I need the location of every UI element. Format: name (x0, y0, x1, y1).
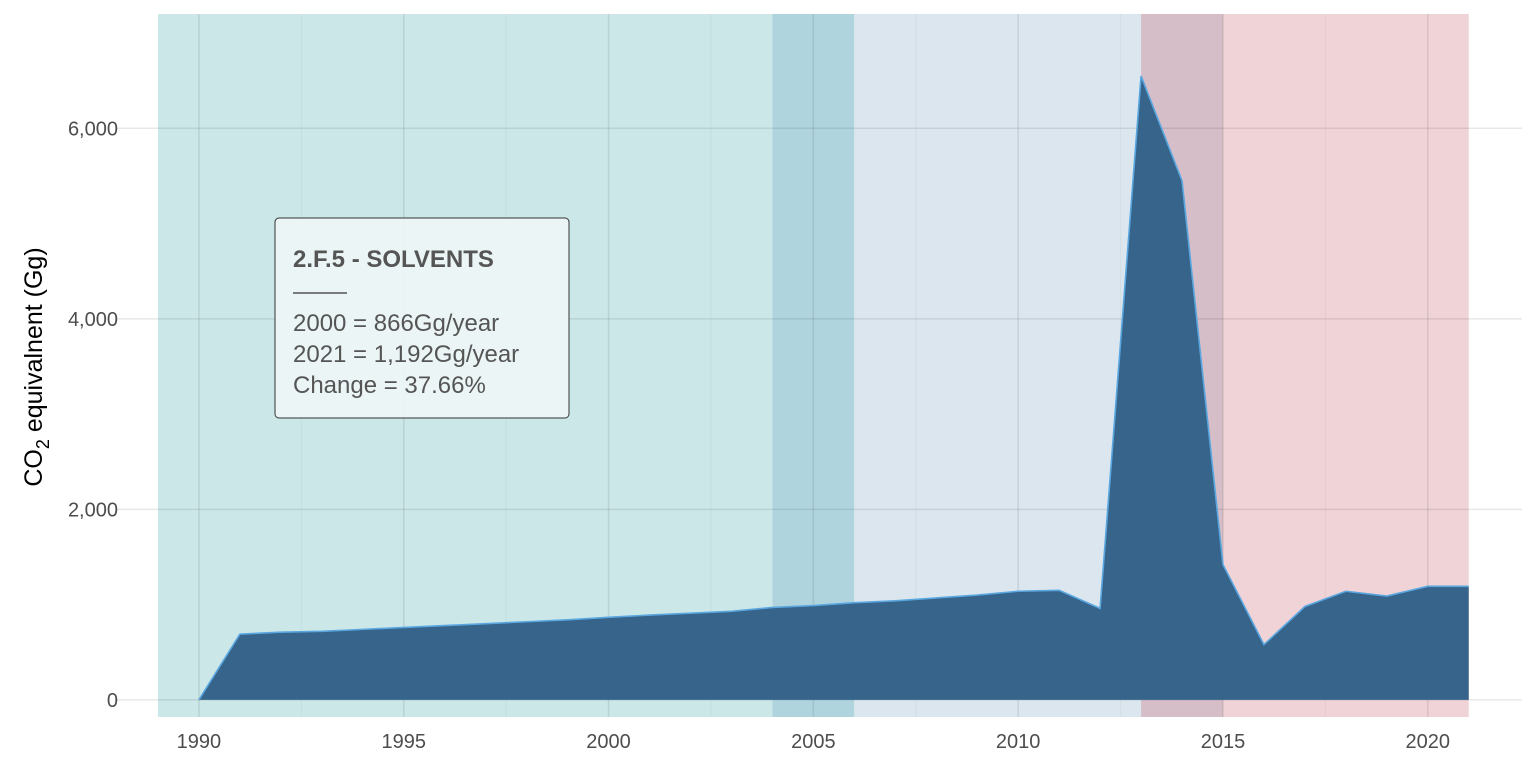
series (198, 75, 1469, 701)
y-axis-label-subscript: 2 (33, 439, 53, 449)
x-tick-label-2015: 2015 (1201, 731, 1246, 753)
area-fill (198, 75, 1469, 700)
area-line (198, 75, 1469, 701)
y-axis-label: CO2 equivalnent (Gg) (20, 247, 53, 486)
y-axis-label-rest: equivalnent (Gg) (20, 247, 48, 439)
x-tick-label-2010: 2010 (996, 731, 1041, 753)
y-tick-label-0: 0 (107, 690, 118, 712)
x-tick-label-2005: 2005 (791, 731, 836, 753)
y-tick-label-4000: 4,000 (68, 309, 118, 331)
x-tick-label-2000: 2000 (586, 731, 631, 753)
annotation-line-2021: 2021 = 1,192Gg/year (293, 341, 519, 368)
annotation-title: 2.F.5 - SOLVENTS (293, 246, 494, 273)
y-axis: 0 2,000 4,000 6,000 (68, 118, 118, 712)
y-tick-label-6000: 6,000 (68, 118, 118, 140)
background-band-1 (772, 14, 855, 717)
x-tick-label-1990: 1990 (177, 731, 222, 753)
y-axis-label-main: CO (20, 449, 48, 487)
annotation-background (274, 217, 570, 419)
annotation-line-change: Change = 37.66% (293, 372, 486, 399)
x-axis: 1990 1995 2000 2005 2010 2015 2020 (177, 731, 1450, 753)
x-tick-label-2020: 2020 (1406, 731, 1451, 753)
annotation-line-2000: 2000 = 866Gg/year (293, 310, 499, 337)
y-tick-label-2000: 2,000 (68, 499, 118, 521)
annotation-box: 2.F.5 - SOLVENTS 2000 = 866Gg/year 2021 … (274, 217, 570, 419)
x-tick-label-1995: 1995 (381, 731, 426, 753)
